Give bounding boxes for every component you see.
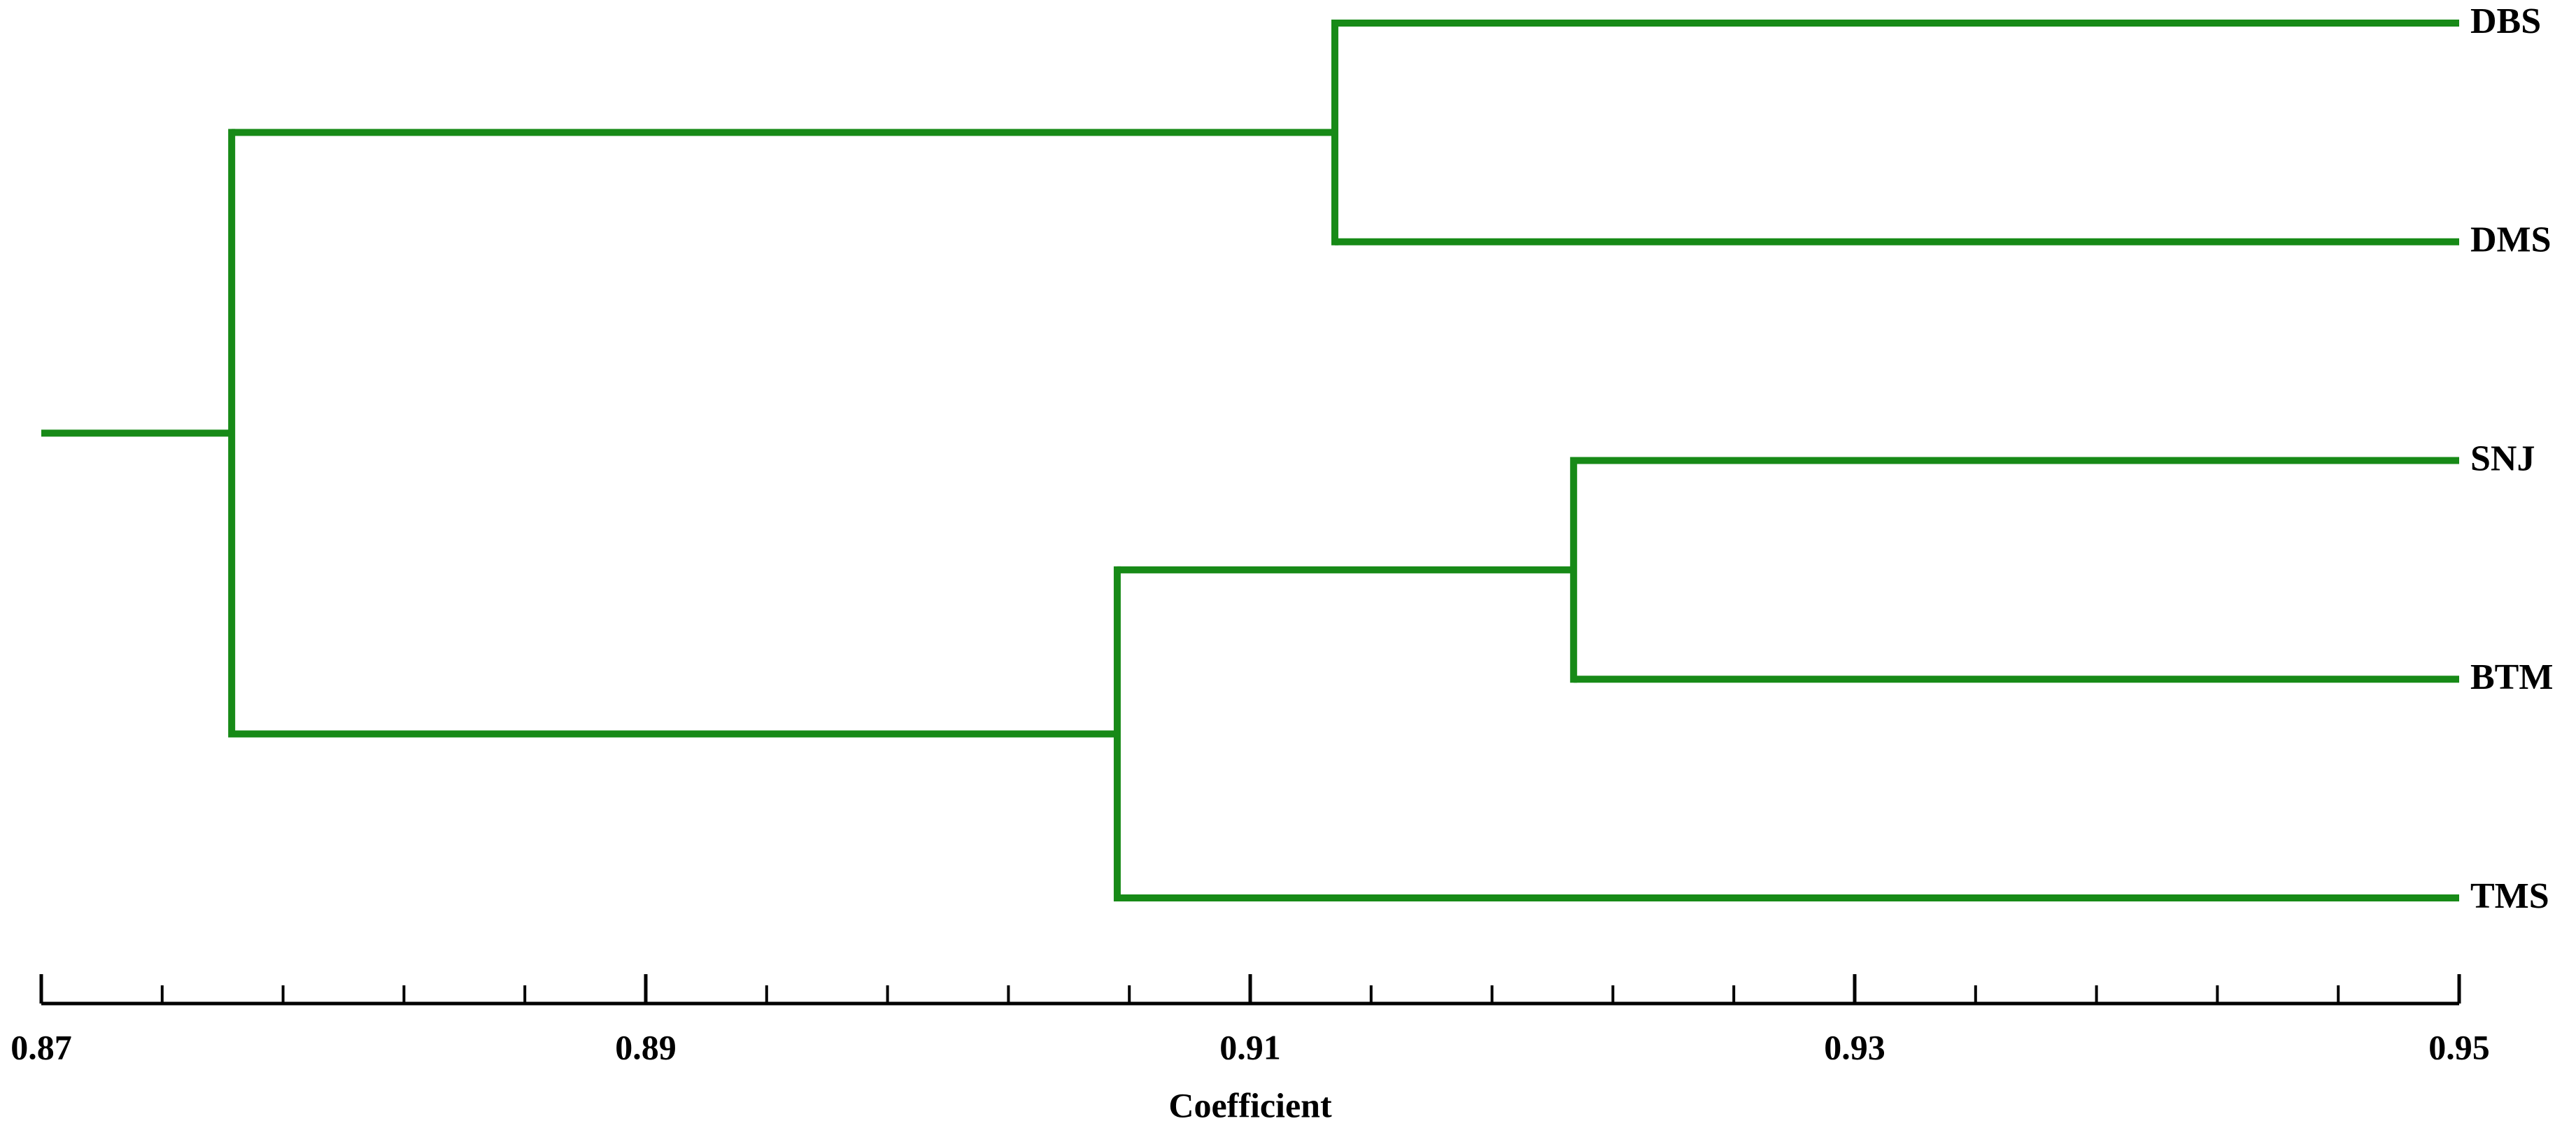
leaf-label: DMS: [2470, 220, 2552, 260]
leaf-label: BTM: [2470, 657, 2553, 697]
x-tick-label: 0.93: [1824, 1027, 1885, 1066]
leaf-label: TMS: [2470, 876, 2549, 916]
x-tick-label: 0.89: [615, 1027, 677, 1066]
x-axis-title: Coefficient: [1168, 1085, 1332, 1125]
x-tick-label: 0.91: [1219, 1027, 1281, 1066]
leaf-label: DBS: [2470, 1, 2541, 41]
x-tick-label: 0.95: [2428, 1027, 2490, 1066]
x-tick-label: 0.87: [10, 1027, 72, 1066]
leaf-label: SNJ: [2470, 438, 2535, 478]
